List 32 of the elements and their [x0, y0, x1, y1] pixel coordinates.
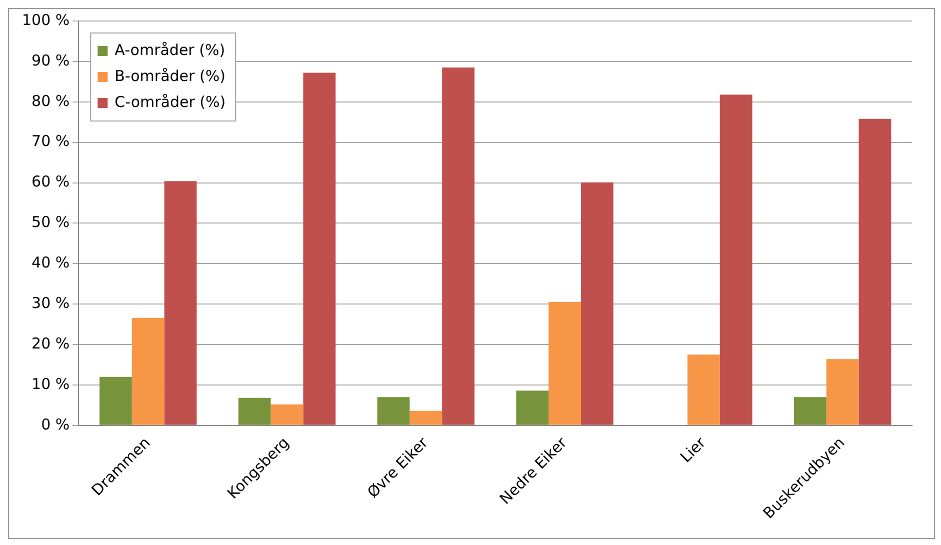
bar — [303, 72, 336, 425]
y-tick-label: 0 % — [41, 415, 70, 434]
x-tick-label: Lier — [676, 433, 710, 466]
bar — [794, 397, 826, 425]
y-tick-label: 80 % — [32, 92, 70, 110]
bar — [377, 397, 410, 425]
y-tick-label: 100 % — [22, 10, 70, 29]
bar — [516, 390, 549, 425]
bar — [548, 302, 581, 425]
bar — [410, 410, 442, 425]
legend-label: B-områder (%) — [114, 66, 226, 85]
bar — [164, 181, 197, 425]
y-tick-label: 30 % — [32, 294, 70, 312]
y-tick-label: 20 % — [32, 334, 70, 352]
y-tick-label: 60 % — [32, 172, 70, 191]
bar — [99, 376, 132, 425]
legend-label: C-områder (%) — [114, 92, 226, 111]
bar — [720, 94, 752, 425]
bar — [826, 359, 859, 425]
bar — [238, 398, 271, 425]
y-tick-label: 40 % — [32, 254, 70, 272]
bar — [270, 404, 304, 425]
y-tick-label: 90 % — [32, 51, 70, 70]
bar — [132, 318, 164, 425]
legend-label: A-områder (%) — [114, 40, 226, 59]
bar — [858, 118, 892, 425]
bar — [687, 354, 720, 425]
bar — [580, 182, 614, 425]
bar — [442, 68, 474, 425]
y-tick-label: 50 % — [32, 213, 70, 232]
y-tick-label: 70 % — [32, 132, 70, 150]
y-tick-label: 10 % — [32, 374, 70, 393]
